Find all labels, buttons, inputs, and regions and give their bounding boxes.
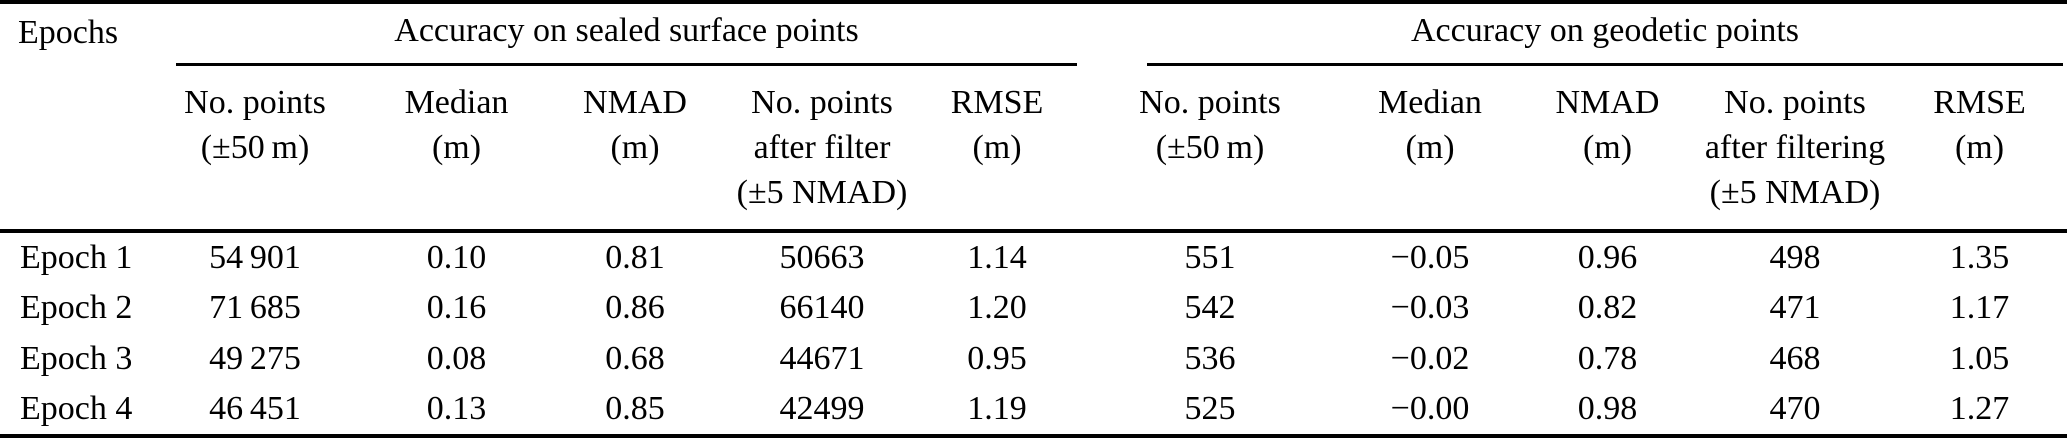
value-cell: 54 901 <box>209 239 301 277</box>
col-header-geodetic-no-points: No. points (±50 m) <box>1077 66 1343 233</box>
epoch-label: Epoch 4 <box>20 389 133 427</box>
col-header-geodetic-after-filtering: No. points after filtering (±5 NMAD) <box>1698 66 1892 233</box>
column-header-row: No. points (±50 m) Median (m) NMAD (m) N… <box>0 66 2067 233</box>
value-cell: 0.78 <box>1577 339 1638 377</box>
value-cell: 71 685 <box>209 289 301 327</box>
value-cell: 1.19 <box>967 389 1027 427</box>
value-cell: 1.20 <box>967 289 1027 327</box>
value-cell: 0.10 <box>426 239 487 277</box>
value-cell: 1.35 <box>1949 239 2010 277</box>
value-cell: 0.96 <box>1577 239 1638 277</box>
value-cell: 551 <box>1184 239 1236 277</box>
value-cell: 536 <box>1184 339 1236 377</box>
group-header-row: Epochs Accuracy on sealed surface points… <box>0 2 2067 66</box>
value-cell: 0.81 <box>605 239 665 277</box>
value-cell: 66140 <box>779 289 865 327</box>
group-title-geodetic: Accuracy on geodetic points <box>1147 4 2063 66</box>
value-cell: −0.02 <box>1390 339 1470 377</box>
epoch-label: Epoch 1 <box>20 239 133 277</box>
group-header-geodetic: Accuracy on geodetic points <box>1077 2 2067 66</box>
value-cell: −0.00 <box>1390 389 1470 427</box>
value-cell: 0.16 <box>426 289 487 327</box>
group-header-sealed-surface: Accuracy on sealed surface points <box>140 2 1077 66</box>
value-cell: 471 <box>1769 289 1821 327</box>
value-cell: 44671 <box>779 339 865 377</box>
epoch-label: Epoch 3 <box>20 339 133 377</box>
value-cell: 42499 <box>779 389 865 427</box>
table-row-epoch-3: Epoch 3 49 275 0.08 0.68 44671 0.95 536 … <box>0 333 2067 383</box>
value-cell: 0.86 <box>605 289 665 327</box>
epochs-column-header: Epochs <box>18 14 119 51</box>
table-row-epoch-4: Epoch 4 46 451 0.13 0.85 42499 1.19 525 … <box>0 384 2067 436</box>
table-row-epoch-2: Epoch 2 71 685 0.16 0.86 66140 1.20 542 … <box>0 283 2067 333</box>
col-header-sealed-after-filter: No. points after filter (±5 NMAD) <box>727 66 917 233</box>
value-cell: 0.08 <box>426 339 487 377</box>
col-header-sealed-no-points: No. points (±50 m) <box>140 66 370 233</box>
value-cell: 1.27 <box>1949 389 2010 427</box>
value-cell: 0.82 <box>1577 289 1638 327</box>
value-cell: 50663 <box>779 239 865 277</box>
value-cell: 525 <box>1184 389 1236 427</box>
value-cell: −0.03 <box>1390 289 1470 327</box>
value-cell: 0.85 <box>605 389 665 427</box>
value-cell: 1.17 <box>1949 289 2010 327</box>
value-cell: −0.05 <box>1390 239 1470 277</box>
col-header-geodetic-rmse: RMSE (m) <box>1892 66 2067 233</box>
col-header-sealed-rmse: RMSE (m) <box>917 66 1077 233</box>
value-cell: 1.14 <box>967 239 1027 277</box>
col-header-geodetic-nmad: NMAD (m) <box>1517 66 1698 233</box>
value-cell: 542 <box>1184 289 1236 327</box>
col-header-geodetic-median: Median (m) <box>1343 66 1517 233</box>
value-cell: 0.98 <box>1577 389 1638 427</box>
value-cell: 0.95 <box>967 339 1027 377</box>
value-cell: 46 451 <box>209 389 301 427</box>
value-cell: 1.05 <box>1949 339 2010 377</box>
empty-header-cell <box>0 66 140 233</box>
col-header-sealed-nmad: NMAD (m) <box>543 66 727 233</box>
epoch-label: Epoch 2 <box>20 289 133 327</box>
table-header: Epochs Accuracy on sealed surface points… <box>0 2 2067 233</box>
value-cell: 498 <box>1769 239 1821 277</box>
table-row-epoch-1: Epoch 1 54 901 0.10 0.81 50663 1.14 551 … <box>0 231 2067 283</box>
value-cell: 468 <box>1769 339 1821 377</box>
value-cell: 0.68 <box>605 339 665 377</box>
value-cell: 0.13 <box>426 389 487 427</box>
value-cell: 470 <box>1769 389 1821 427</box>
col-header-sealed-median: Median (m) <box>370 66 543 233</box>
table-body: Epoch 1 54 901 0.10 0.81 50663 1.14 551 … <box>0 231 2067 436</box>
group-title-sealed-surface: Accuracy on sealed surface points <box>176 4 1077 66</box>
value-cell: 49 275 <box>209 339 301 377</box>
